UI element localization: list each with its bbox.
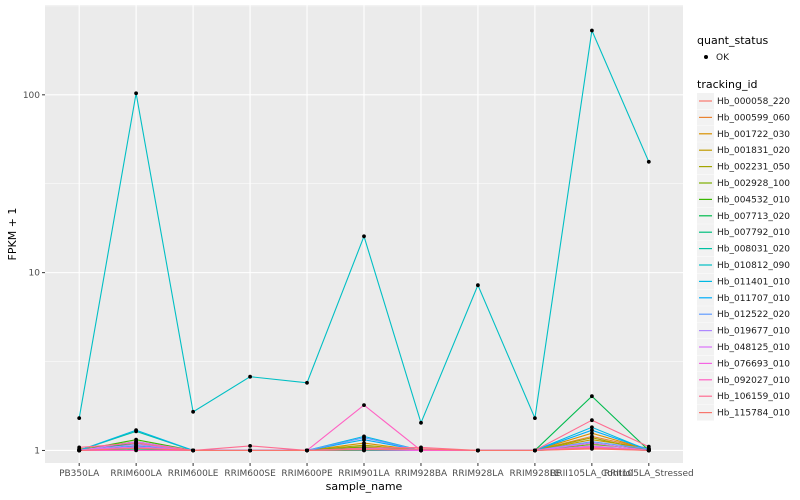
legend: quant_status OK tracking_id Hb_000058_22… — [697, 34, 790, 421]
legend-color-label: Hb_011401_010 — [717, 277, 790, 287]
data-point — [590, 431, 594, 436]
legend-color-label: Hb_002928_100 — [717, 179, 790, 189]
y-axis-title: FPKM + 1 — [6, 208, 19, 261]
x-tick-label: RRIM600LE — [168, 469, 219, 479]
data-point — [533, 416, 537, 420]
legend-color-label: Hb_019677_010 — [717, 327, 790, 337]
x-axis-title: sample_name — [326, 480, 403, 493]
data-point — [191, 409, 196, 414]
data-point — [419, 447, 423, 451]
legend-color-items: Hb_000058_220 Hb_000599_060 Hb_001722_030 H… — [697, 93, 790, 421]
data-point — [646, 159, 651, 164]
data-point — [77, 445, 82, 450]
data-point — [590, 425, 594, 430]
x-tick-label: RRIM928BA — [395, 469, 448, 479]
data-point — [134, 91, 139, 96]
legend-color-label: Hb_011707_010 — [717, 294, 790, 304]
data-point — [646, 444, 651, 449]
data-point — [305, 380, 309, 385]
legend-color-label: Hb_012522_020 — [717, 310, 790, 320]
y-tick-label: 1 — [34, 446, 40, 456]
data-point — [134, 441, 139, 445]
x-axis: PB350LA RRIM600LA RRIM600LE RRIM600SE RRIM60… — [59, 463, 694, 479]
series-points — [77, 28, 651, 453]
grid-major — [45, 5, 683, 463]
legend-color-label: Hb_000599_060 — [717, 113, 790, 123]
legend-color-label: Hb_007792_010 — [717, 228, 790, 238]
data-point — [476, 283, 480, 288]
data-point — [134, 428, 139, 433]
x-tick-label: RRIM901LA — [338, 469, 390, 479]
legend-color-label: Hb_115784_010 — [717, 409, 790, 419]
data-point — [362, 435, 366, 440]
x-tick-label: RRII105LA_Stressed — [604, 469, 694, 479]
data-point — [305, 448, 309, 453]
data-point — [248, 374, 253, 379]
data-point — [590, 394, 594, 399]
legend-color-label: Hb_000058_220 — [717, 97, 790, 107]
data-point — [248, 444, 253, 448]
data-point — [419, 420, 423, 425]
legend-color-label: Hb_010812_090 — [717, 261, 790, 271]
data-point — [248, 448, 253, 453]
data-point — [590, 441, 594, 445]
legend-color-label: Hb_092027_010 — [717, 376, 790, 386]
data-point — [590, 418, 594, 423]
data-point — [646, 448, 651, 453]
data-point — [476, 448, 480, 453]
data-point — [590, 446, 594, 451]
y-tick-label: 100 — [23, 91, 40, 101]
y-axis: 1 10 100 — [23, 91, 45, 456]
legend-shape-title: quant_status — [697, 34, 769, 47]
legend-color-label: Hb_004532_010 — [717, 195, 790, 205]
legend-color-label: Hb_008031_020 — [717, 245, 790, 255]
x-tick-label: PB350LA — [59, 469, 100, 479]
data-point — [362, 447, 366, 452]
data-point — [77, 416, 82, 420]
data-point — [191, 448, 196, 453]
legend-shape-key — [704, 55, 708, 59]
legend-color-label: Hb_007713_020 — [717, 212, 790, 222]
x-tick-label: RRIM600LA — [110, 469, 162, 479]
data-point — [77, 448, 82, 453]
data-point — [590, 435, 594, 440]
legend-color-label: Hb_106159_010 — [717, 392, 790, 402]
data-point — [590, 428, 594, 433]
x-tick-label: RRIM928LE — [509, 469, 560, 479]
legend-color-label: Hb_001722_030 — [717, 130, 790, 140]
legend-color-label: Hb_002231_050 — [717, 163, 790, 173]
data-point — [533, 448, 537, 453]
data-point — [590, 28, 594, 33]
x-tick-label: RRIM600PE — [281, 469, 333, 479]
x-tick-label: RRIM928LA — [452, 469, 504, 479]
legend-color-title: tracking_id — [697, 78, 758, 91]
legend-color-label: Hb_076693_010 — [717, 359, 790, 369]
legend-shape-label: OK — [716, 53, 730, 63]
data-point — [362, 234, 366, 239]
data-point — [134, 446, 139, 451]
legend-color-label: Hb_048125_010 — [717, 343, 790, 353]
data-point — [362, 403, 366, 407]
legend-shape-items: OK — [704, 53, 730, 63]
x-tick-label: RRIM600SE — [224, 469, 276, 479]
legend-color-label: Hb_001831_020 — [717, 146, 790, 156]
x-tick-label: RRII105LA_Control — [550, 469, 633, 479]
y-tick-label: 10 — [29, 269, 41, 279]
